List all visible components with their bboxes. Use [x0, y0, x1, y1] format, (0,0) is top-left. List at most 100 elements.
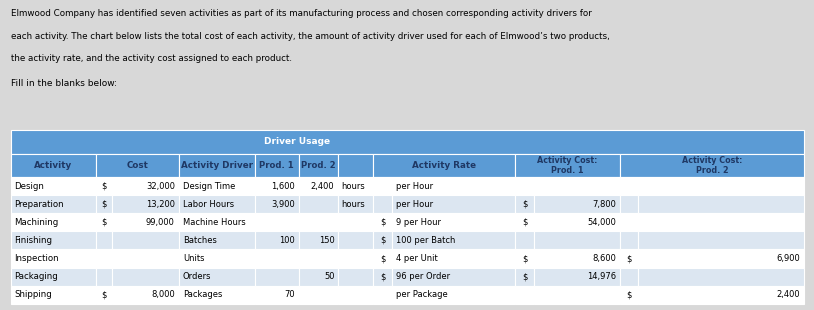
Text: $: $ [522, 254, 527, 263]
Bar [11, 154, 96, 177]
Bar [514, 154, 620, 177]
Bar [637, 195, 804, 213]
Bar [299, 286, 339, 304]
Text: 100 per Batch: 100 per Batch [396, 236, 456, 245]
Bar [514, 268, 535, 286]
Bar [637, 213, 804, 231]
Text: Activity Cost:
Prod. 2: Activity Cost: Prod. 2 [682, 156, 742, 175]
Text: Prod. 2: Prod. 2 [301, 161, 336, 170]
Text: 8,000: 8,000 [151, 290, 175, 299]
Bar [534, 195, 620, 213]
Text: Units: Units [183, 254, 204, 263]
Bar [392, 195, 514, 213]
Text: $: $ [380, 272, 386, 281]
Bar [179, 154, 255, 177]
Bar [620, 268, 637, 286]
Text: hours: hours [342, 182, 365, 191]
Bar [112, 195, 179, 213]
Bar [339, 250, 374, 268]
Text: $: $ [102, 290, 107, 299]
Bar [339, 195, 374, 213]
Text: 100: 100 [279, 236, 295, 245]
Text: $: $ [522, 200, 527, 209]
Bar [11, 195, 96, 213]
Text: 2,400: 2,400 [777, 290, 800, 299]
Bar [299, 213, 339, 231]
Bar [179, 231, 255, 250]
Bar [620, 195, 637, 213]
Text: Activity: Activity [34, 161, 72, 170]
Bar [255, 154, 299, 177]
Text: Activity Driver: Activity Driver [181, 161, 253, 170]
Bar [96, 250, 112, 268]
Bar [620, 213, 637, 231]
Bar [255, 231, 299, 250]
Bar [299, 177, 339, 195]
Bar [534, 268, 620, 286]
Bar [299, 250, 339, 268]
Text: Cost: Cost [127, 161, 148, 170]
Bar [179, 286, 255, 304]
Bar [534, 177, 620, 195]
Bar [255, 268, 299, 286]
Text: 8,600: 8,600 [593, 254, 616, 263]
Text: Driver Usage: Driver Usage [264, 137, 330, 146]
Text: 32,000: 32,000 [146, 182, 175, 191]
Bar [620, 250, 637, 268]
Bar [11, 130, 804, 154]
Text: Finishing: Finishing [15, 236, 53, 245]
Bar [514, 213, 535, 231]
Bar [96, 286, 112, 304]
Bar [11, 177, 96, 195]
Bar [179, 177, 255, 195]
Bar [392, 177, 514, 195]
Text: Batches: Batches [183, 236, 217, 245]
Bar [11, 213, 96, 231]
Bar [112, 213, 179, 231]
Bar [11, 231, 96, 250]
Bar [112, 250, 179, 268]
Text: 96 per Order: 96 per Order [396, 272, 450, 281]
Bar [514, 250, 535, 268]
Bar [374, 154, 514, 177]
Bar [392, 250, 514, 268]
Bar [339, 286, 374, 304]
Text: $: $ [522, 218, 527, 227]
Bar [179, 250, 255, 268]
Bar [620, 177, 637, 195]
Text: Machining: Machining [15, 218, 59, 227]
Bar [11, 286, 96, 304]
Text: Packages: Packages [183, 290, 222, 299]
Bar [534, 286, 620, 304]
Text: $: $ [102, 182, 107, 191]
Bar [112, 177, 179, 195]
Bar [179, 213, 255, 231]
Bar [514, 195, 535, 213]
Bar [339, 154, 374, 177]
Text: 50: 50 [324, 272, 335, 281]
Bar [112, 231, 179, 250]
Bar [392, 213, 514, 231]
Bar [255, 286, 299, 304]
Text: the activity rate, and the activity cost assigned to each product.: the activity rate, and the activity cost… [11, 54, 291, 63]
Text: 6,900: 6,900 [777, 254, 800, 263]
Bar [255, 195, 299, 213]
Text: 70: 70 [284, 290, 295, 299]
Bar [339, 177, 374, 195]
Text: 99,000: 99,000 [146, 218, 175, 227]
Bar [96, 177, 112, 195]
Bar [392, 268, 514, 286]
Text: 9 per Hour: 9 per Hour [396, 218, 441, 227]
Bar [637, 231, 804, 250]
Bar [514, 286, 535, 304]
Text: per Hour: per Hour [396, 182, 433, 191]
Text: hours: hours [342, 200, 365, 209]
Bar [255, 213, 299, 231]
Text: $: $ [102, 218, 107, 227]
Text: $: $ [102, 200, 107, 209]
Text: Design Time: Design Time [183, 182, 235, 191]
Text: 150: 150 [318, 236, 335, 245]
Text: Shipping: Shipping [15, 290, 52, 299]
Bar [514, 177, 535, 195]
Text: Preparation: Preparation [15, 200, 64, 209]
